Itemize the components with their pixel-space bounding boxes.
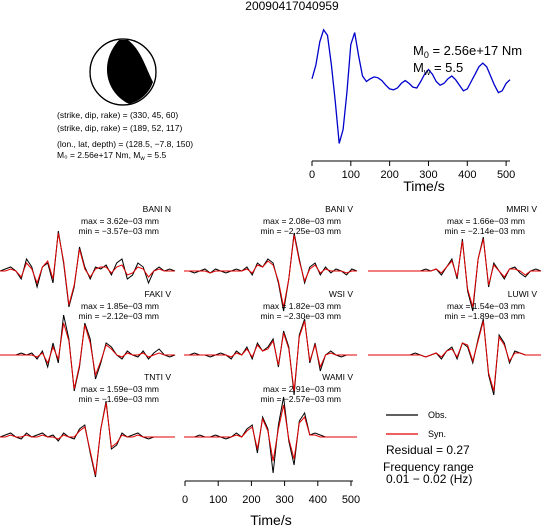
min-amplitude-label: min = −2.12e−03 mm [78, 311, 159, 321]
station-label: TNTI V [144, 372, 171, 382]
bottom-x-label: Time/s [250, 512, 291, 528]
station-label: MMRI V [506, 204, 537, 214]
freq-range-value: 0.01 − 0.02 (Hz) [386, 472, 472, 486]
synthetic-trace [0, 402, 175, 476]
max-amplitude-label: max = 3.62e−03 mm [81, 216, 159, 226]
min-amplitude-label: min = −3.57e−03 mm [78, 226, 159, 236]
mechanism-line-1: (strike, dip, rake) = (330, 45, 60) [57, 110, 178, 120]
beach-ball-icon [89, 38, 157, 106]
min-amplitude-label: min = −1.89e−03 mm [444, 311, 525, 321]
max-amplitude-label: max = 1.85e−03 mm [81, 301, 159, 311]
mechanism-line-2: (strike, dip, rake) = (189, 52, 117) [57, 123, 182, 133]
stf-x-tick-label: 200 [380, 169, 398, 181]
station-label: BANI V [325, 204, 353, 214]
station-label: LUWI V [508, 289, 538, 299]
bottom-x-tick-label: 200 [242, 494, 260, 506]
min-amplitude-label: min = −2.57e−03 mm [260, 394, 341, 404]
bottom-x-tick-label: 500 [342, 494, 360, 506]
station-label: FAKI V [145, 289, 172, 299]
synthetic-trace [0, 232, 175, 306]
stf-x-ticks: 0 100 200 300 400 500 [309, 161, 515, 181]
stf-mw-label: Mw = 5.5 [413, 60, 463, 77]
observed-trace [184, 396, 357, 474]
stf-x-tick-label: 0 [309, 169, 315, 181]
synthetic-trace [184, 234, 357, 308]
stf-x-tick-label: 500 [497, 169, 515, 181]
min-amplitude-label: min = −2.25e−03 mm [260, 226, 341, 236]
max-amplitude-label: max = 1.66e−03 mm [447, 216, 525, 226]
synthetic-trace [184, 320, 357, 392]
synthetic-trace [368, 320, 541, 392]
stf-x-label: Time/s [403, 178, 444, 194]
stf-x-tick-label: 300 [419, 169, 437, 181]
max-amplitude-label: max = 1.54e−03 mm [447, 301, 525, 311]
synthetic-trace [368, 238, 541, 308]
stf-m0-label: M0 = 2.56e+17 Nm [413, 43, 522, 60]
stf-series-line [311, 28, 511, 144]
min-amplitude-label: min = −2.14e−03 mm [444, 226, 525, 236]
station-label: WAMI V [322, 372, 353, 382]
legend: Obs. Syn. Residual = 0.27 Frequency rang… [383, 410, 474, 486]
moment-line: M₀ = 2.56e+17 Nm, Mw = 5.5 [57, 150, 166, 162]
stf-x-tick-label: 100 [342, 169, 360, 181]
min-amplitude-label: min = −2.30e−03 mm [260, 311, 341, 321]
legend-obs-label: Obs. [428, 410, 447, 420]
observed-trace [184, 318, 357, 396]
mechanism-line-3: (lon., lat, depth) = (128.5, −7.8, 150) [57, 139, 193, 149]
figure-title: 20090417040959 [245, 0, 339, 13]
station-label: BANI N [143, 204, 171, 214]
station-label: WSI V [329, 289, 353, 299]
max-amplitude-label: max = 1.82e−03 mm [263, 301, 341, 311]
stf-panel: 0 100 200 300 400 500 Time/s M0 = 2.56e+17 Nm… [309, 28, 522, 194]
bottom-x-tick-label: 100 [209, 494, 227, 506]
residual-label: Residual = 0.27 [386, 443, 470, 457]
max-amplitude-label: max = 1.59e−03 mm [81, 384, 159, 394]
freq-range-title: Frequency range [383, 460, 474, 474]
observed-trace [368, 318, 541, 396]
max-amplitude-label: max = 2.08e−03 mm [263, 216, 341, 226]
max-amplitude-label: max = 2.91e−03 mm [263, 384, 341, 394]
observed-trace [184, 232, 358, 312]
observed-trace [368, 236, 542, 312]
bottom-x-tick-label: 0 [182, 494, 188, 506]
min-amplitude-label: min = −1.69e−03 mm [78, 394, 159, 404]
legend-syn-label: Syn. [428, 429, 446, 439]
bottom-x-ticks: 0 100 200 300 400 500 [182, 481, 360, 506]
bottom-x-tick-label: 400 [309, 494, 327, 506]
bottom-axis: 0 100 200 300 400 500 Time/s [182, 480, 360, 528]
bottom-x-tick-label: 300 [275, 494, 293, 506]
stf-x-tick-label: 400 [458, 169, 476, 181]
synthetic-trace [0, 322, 175, 390]
synthetic-trace [184, 404, 357, 462]
